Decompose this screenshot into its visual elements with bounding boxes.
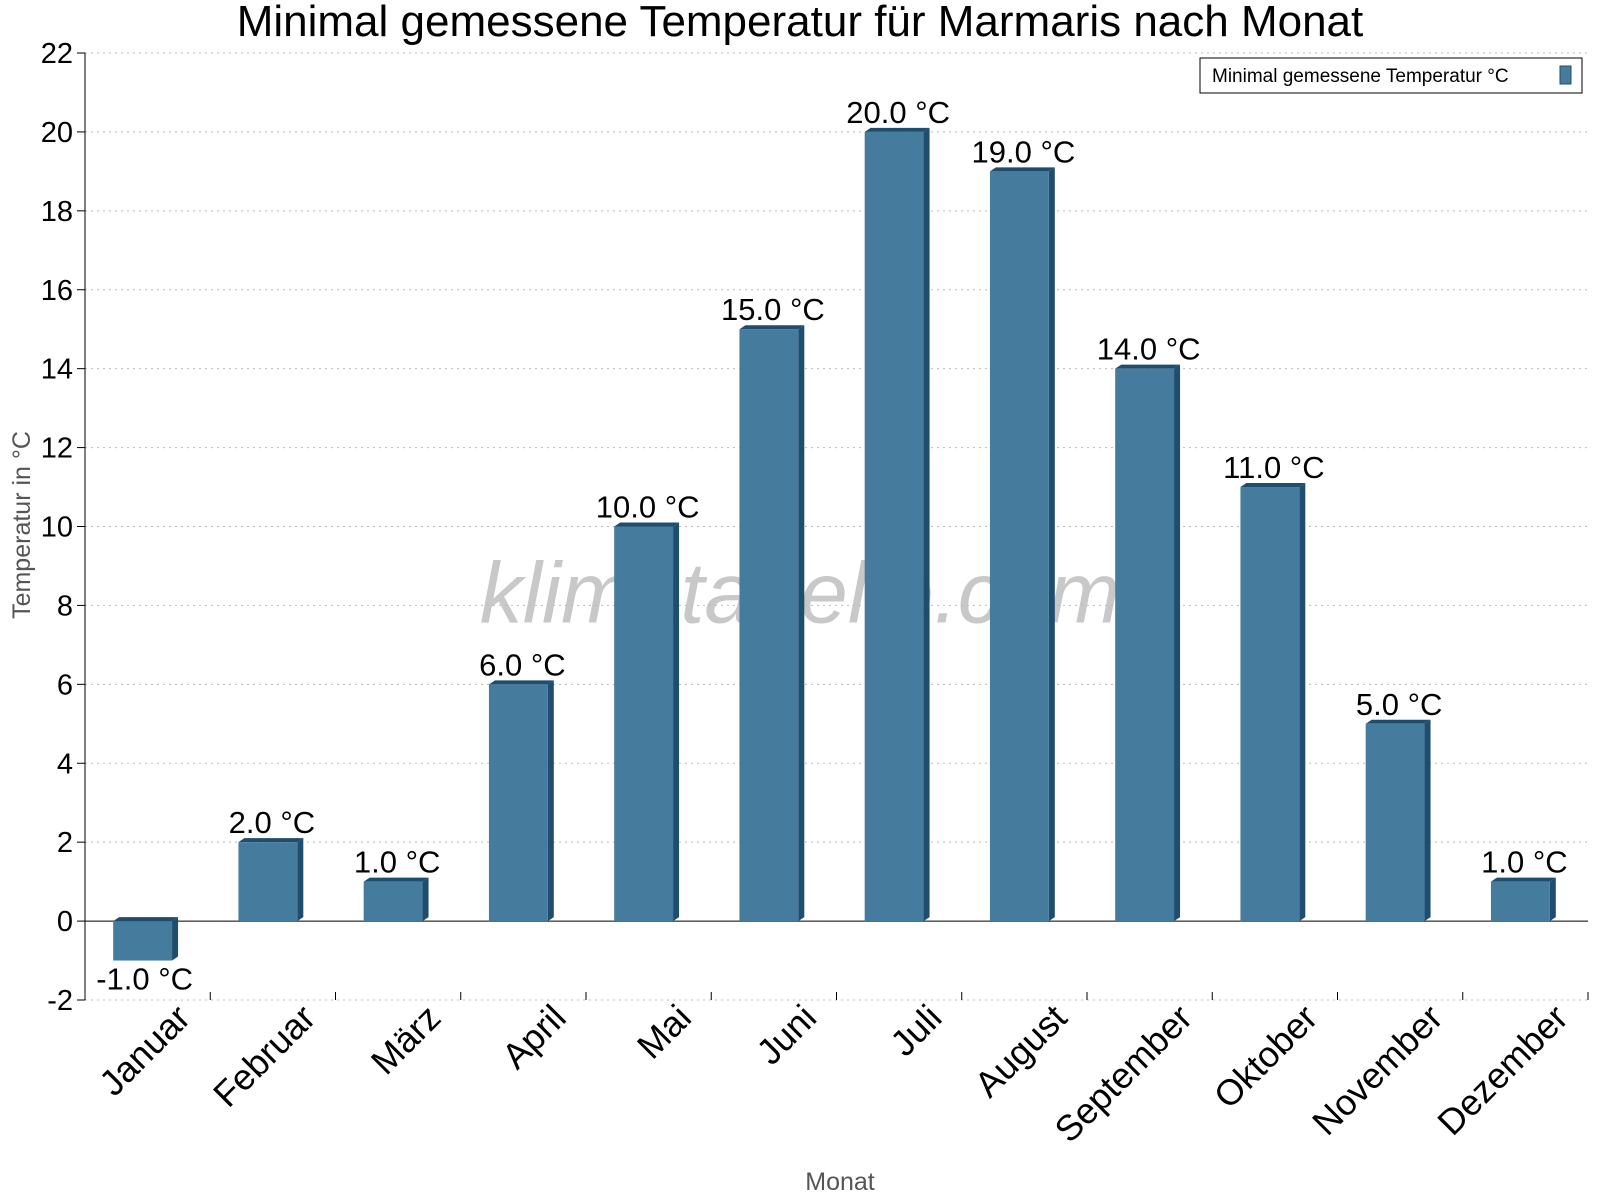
bar [739,325,805,922]
bar [488,680,554,922]
bar [1115,364,1181,922]
y-tick-label: 20 [41,117,73,149]
data-label: 14.0 °C [1097,332,1201,367]
data-label: 19.0 °C [972,134,1076,169]
y-tick-label: 10 [41,512,73,544]
x-tick-label: März [363,997,449,1083]
bar-front [363,881,423,922]
bar-side [547,680,554,922]
data-label: 15.0 °C [721,292,825,327]
bar-side [798,325,805,922]
bar [989,167,1055,922]
bar [363,877,429,922]
bar-side [1174,364,1181,922]
data-labels: -1.0 °C 2.0 °C 1.0 °C 6.0 °C 10.0 °C 15.0 °C 2… [96,95,1567,997]
bars [113,127,1556,961]
y-tick-label: 16 [41,275,73,307]
bar-front [739,329,799,922]
y-tick-label: 2 [57,827,73,859]
bar-side [1549,877,1556,922]
bar-top [488,680,554,685]
bar-top [1240,483,1306,488]
x-tick-label: Mai [629,997,699,1067]
x-tick-label: Februar [205,997,323,1115]
bar-front [989,171,1049,922]
bar-front [1490,881,1550,922]
x-tick-label: Januar [91,997,198,1104]
legend-label: Minimal gemessene Temperatur °C [1212,66,1509,87]
bar [1365,719,1431,922]
bar [1240,483,1306,922]
bar [113,917,179,961]
bar-side [1299,483,1306,922]
bar-top [614,522,680,527]
data-label: 1.0 °C [354,845,441,880]
y-axis-title: Temperatur in °C [8,431,36,619]
bar-side [673,522,680,922]
bar-front [614,526,674,922]
data-label: 20.0 °C [846,95,950,130]
y-tick-label: 4 [57,748,73,780]
x-axis-ticks: Januar Februar März April Mai Juni Juli AugustS… [91,992,1589,1151]
x-tick-label: Juni [748,997,824,1073]
bar-side [1424,719,1431,922]
chart-title: Minimal gemessene Temperatur für Marmari… [237,0,1364,46]
bar-top [363,877,429,882]
bar-front [1240,487,1300,922]
y-tick-label: 18 [41,196,73,228]
y-tick-label: 12 [41,433,73,465]
bar-front [1115,368,1175,922]
bar-top [989,167,1055,172]
legend: Minimal gemessene Temperatur °C [1199,57,1583,94]
data-label: 5.0 °C [1356,687,1443,722]
bar-front [864,131,924,922]
bar-top [739,325,805,330]
x-tick-label: Juli [882,997,949,1064]
data-label: 1.0 °C [1481,845,1568,880]
x-tick-label: Oktober [1206,997,1326,1117]
legend-box [1199,57,1583,94]
bar-front [488,684,548,922]
y-tick-label: 22 [41,38,73,70]
bar-top [864,127,930,132]
bar-top [238,838,304,843]
x-tick-label: November [1304,997,1450,1143]
bar [614,522,680,922]
bar [864,127,930,922]
legend-swatch [1559,65,1572,85]
x-axis-title: Monat [805,1168,875,1196]
y-tick-label: 0 [57,906,73,938]
bar-front [1365,723,1425,922]
bar [238,838,304,922]
data-label: -1.0 °C [96,962,193,997]
bar-side [923,127,930,922]
bar-top [1365,719,1431,724]
bar-top [1115,364,1181,369]
x-tick-label: April [494,997,574,1077]
y-tick-label: 8 [57,590,73,622]
data-label: 11.0 °C [1223,450,1324,485]
bar-front [238,842,298,922]
grid-lines [85,52,1588,1001]
bar-side [1048,167,1055,922]
bar-side [172,917,179,961]
bar-front [113,921,173,961]
y-tick-label: 14 [41,354,73,386]
bar-side [422,877,429,922]
x-tick-label: Dezember [1429,997,1575,1143]
x-tick-label: August [966,997,1074,1105]
y-axis-ticks: -2 0 2 4 6 8 10 12 14 16 18 20 22 [41,38,85,1017]
y-tick-label: 6 [57,669,73,701]
bar-top [1490,877,1556,882]
bar [1490,877,1556,922]
data-label: 10.0 °C [596,490,700,525]
y-tick-label: -2 [47,985,73,1017]
x-tick-label: September [1046,997,1200,1151]
data-label: 6.0 °C [479,647,566,682]
data-label: 2.0 °C [229,805,316,840]
bar-top [113,917,179,922]
bar-side [297,838,304,922]
